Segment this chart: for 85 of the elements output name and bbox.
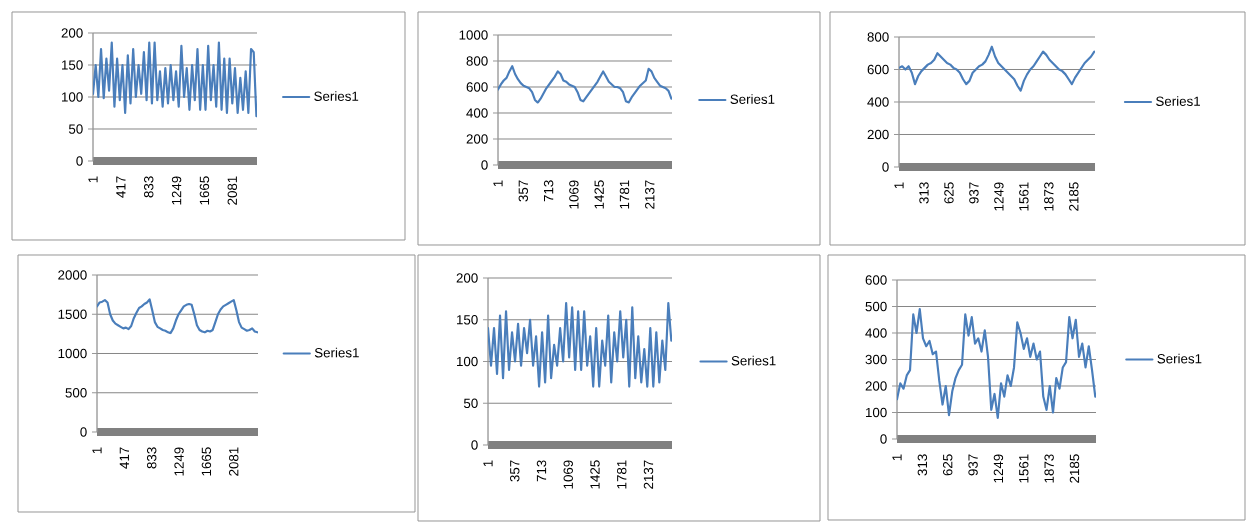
x-tick-label: 1665	[199, 176, 210, 205]
x-tick-label: 1873	[1044, 454, 1054, 483]
y-tick-label: 200	[867, 129, 889, 140]
x-tick-label: 2081	[229, 447, 239, 476]
x-tick-label: 1	[894, 182, 904, 189]
x-tick-label: 417	[119, 447, 129, 469]
y-tick-label: 300	[865, 354, 887, 365]
y-tick-label: 0	[76, 156, 83, 166]
x-tick-label: 937	[969, 182, 979, 204]
x-tick-label: 1781	[617, 460, 627, 489]
y-tick-label: 50	[463, 398, 478, 408]
y-tick-label: 600	[466, 82, 488, 92]
x-tick-label: 1561	[1019, 182, 1029, 211]
x-tick-label: 1665	[201, 447, 212, 476]
x-tick-label: 713	[536, 460, 547, 482]
x-tick-label: 1781	[619, 180, 630, 209]
x-tick-label: 833	[144, 176, 154, 198]
x-tick-label: 313	[919, 182, 929, 204]
line-series	[93, 41, 257, 118]
y-tick-label: 800	[867, 32, 889, 42]
line-series	[897, 308, 1097, 419]
x-tick-label: 2185	[1069, 454, 1080, 483]
x-tick-label: 833	[146, 447, 157, 469]
legend-label: Series1	[730, 94, 775, 104]
x-tick-label: 625	[943, 454, 953, 476]
y-tick-label: 2000	[58, 270, 87, 280]
x-tick-label: 1561	[1019, 454, 1029, 483]
y-tick-label: 150	[457, 315, 478, 325]
x-tick-label: 357	[518, 180, 529, 202]
y-tick-label: 1000	[459, 30, 488, 40]
x-tick-label: 1249	[993, 454, 1004, 483]
y-tick-label: 1500	[58, 309, 87, 319]
x-tick-label: 1249	[994, 182, 1004, 211]
y-tick-label: 500	[65, 388, 87, 398]
x-tick-label: 937	[968, 454, 978, 476]
y-tick-label: 200	[61, 28, 83, 38]
legend-label: Series1	[731, 355, 776, 366]
y-tick-label: 400	[466, 108, 488, 118]
y-tick-label: 1000	[58, 348, 87, 359]
y-tick-label: 400	[867, 97, 889, 107]
line-series	[488, 301, 673, 388]
y-tick-label: 500	[865, 301, 887, 312]
x-tick-label: 625	[944, 182, 954, 204]
legend-label: Series1	[314, 347, 359, 358]
x-tick-label: 1873	[1044, 182, 1054, 211]
x-tick-label: 1425	[594, 180, 604, 209]
legend-label: Series1	[314, 91, 359, 101]
x-tick-label: 2185	[1069, 182, 1079, 211]
y-tick-label: 100	[866, 407, 887, 418]
y-tick-label: 400	[865, 328, 887, 338]
x-tick-label: 713	[543, 180, 554, 202]
y-tick-label: 600	[867, 64, 889, 75]
y-tick-label: 0	[80, 427, 87, 437]
y-tick-label: 200	[865, 381, 887, 391]
y-tick-label: 600	[865, 275, 887, 285]
y-tick-label: 800	[466, 56, 488, 66]
x-tick-label: 1249	[171, 176, 182, 205]
x-tick-label: 1069	[569, 180, 579, 209]
legend-label: Series1	[1157, 353, 1202, 364]
y-tick-label: 0	[471, 440, 478, 450]
y-tick-label: 100	[457, 356, 478, 367]
x-tick-label: 357	[510, 460, 520, 482]
x-tick-label: 1	[483, 460, 493, 467]
x-tick-label: 1	[892, 454, 902, 461]
y-tick-label: 0	[481, 160, 488, 170]
x-tick-label: 1425	[590, 460, 600, 489]
y-tick-label: 200	[456, 273, 478, 283]
y-tick-label: 50	[68, 124, 83, 134]
x-tick-label: 1	[493, 180, 503, 187]
x-tick-label: 2137	[643, 460, 654, 489]
x-tick-label: 313	[917, 454, 928, 476]
y-tick-label: 200	[466, 134, 488, 144]
x-tick-label: 2137	[645, 180, 655, 209]
y-tick-label: 150	[62, 60, 83, 70]
x-tick-label: 1	[88, 176, 98, 183]
x-tick-label: 1069	[563, 460, 573, 489]
x-tick-label: 1	[92, 447, 102, 454]
line-series	[97, 298, 258, 335]
x-tick-label: 417	[116, 176, 126, 198]
y-tick-label: 0	[882, 162, 889, 172]
y-tick-label: 100	[62, 92, 83, 102]
x-tick-label: 2081	[227, 176, 238, 205]
legend-label: Series1	[1156, 96, 1200, 106]
x-tick-label: 1249	[174, 447, 184, 476]
y-tick-label: 0	[880, 434, 887, 444]
